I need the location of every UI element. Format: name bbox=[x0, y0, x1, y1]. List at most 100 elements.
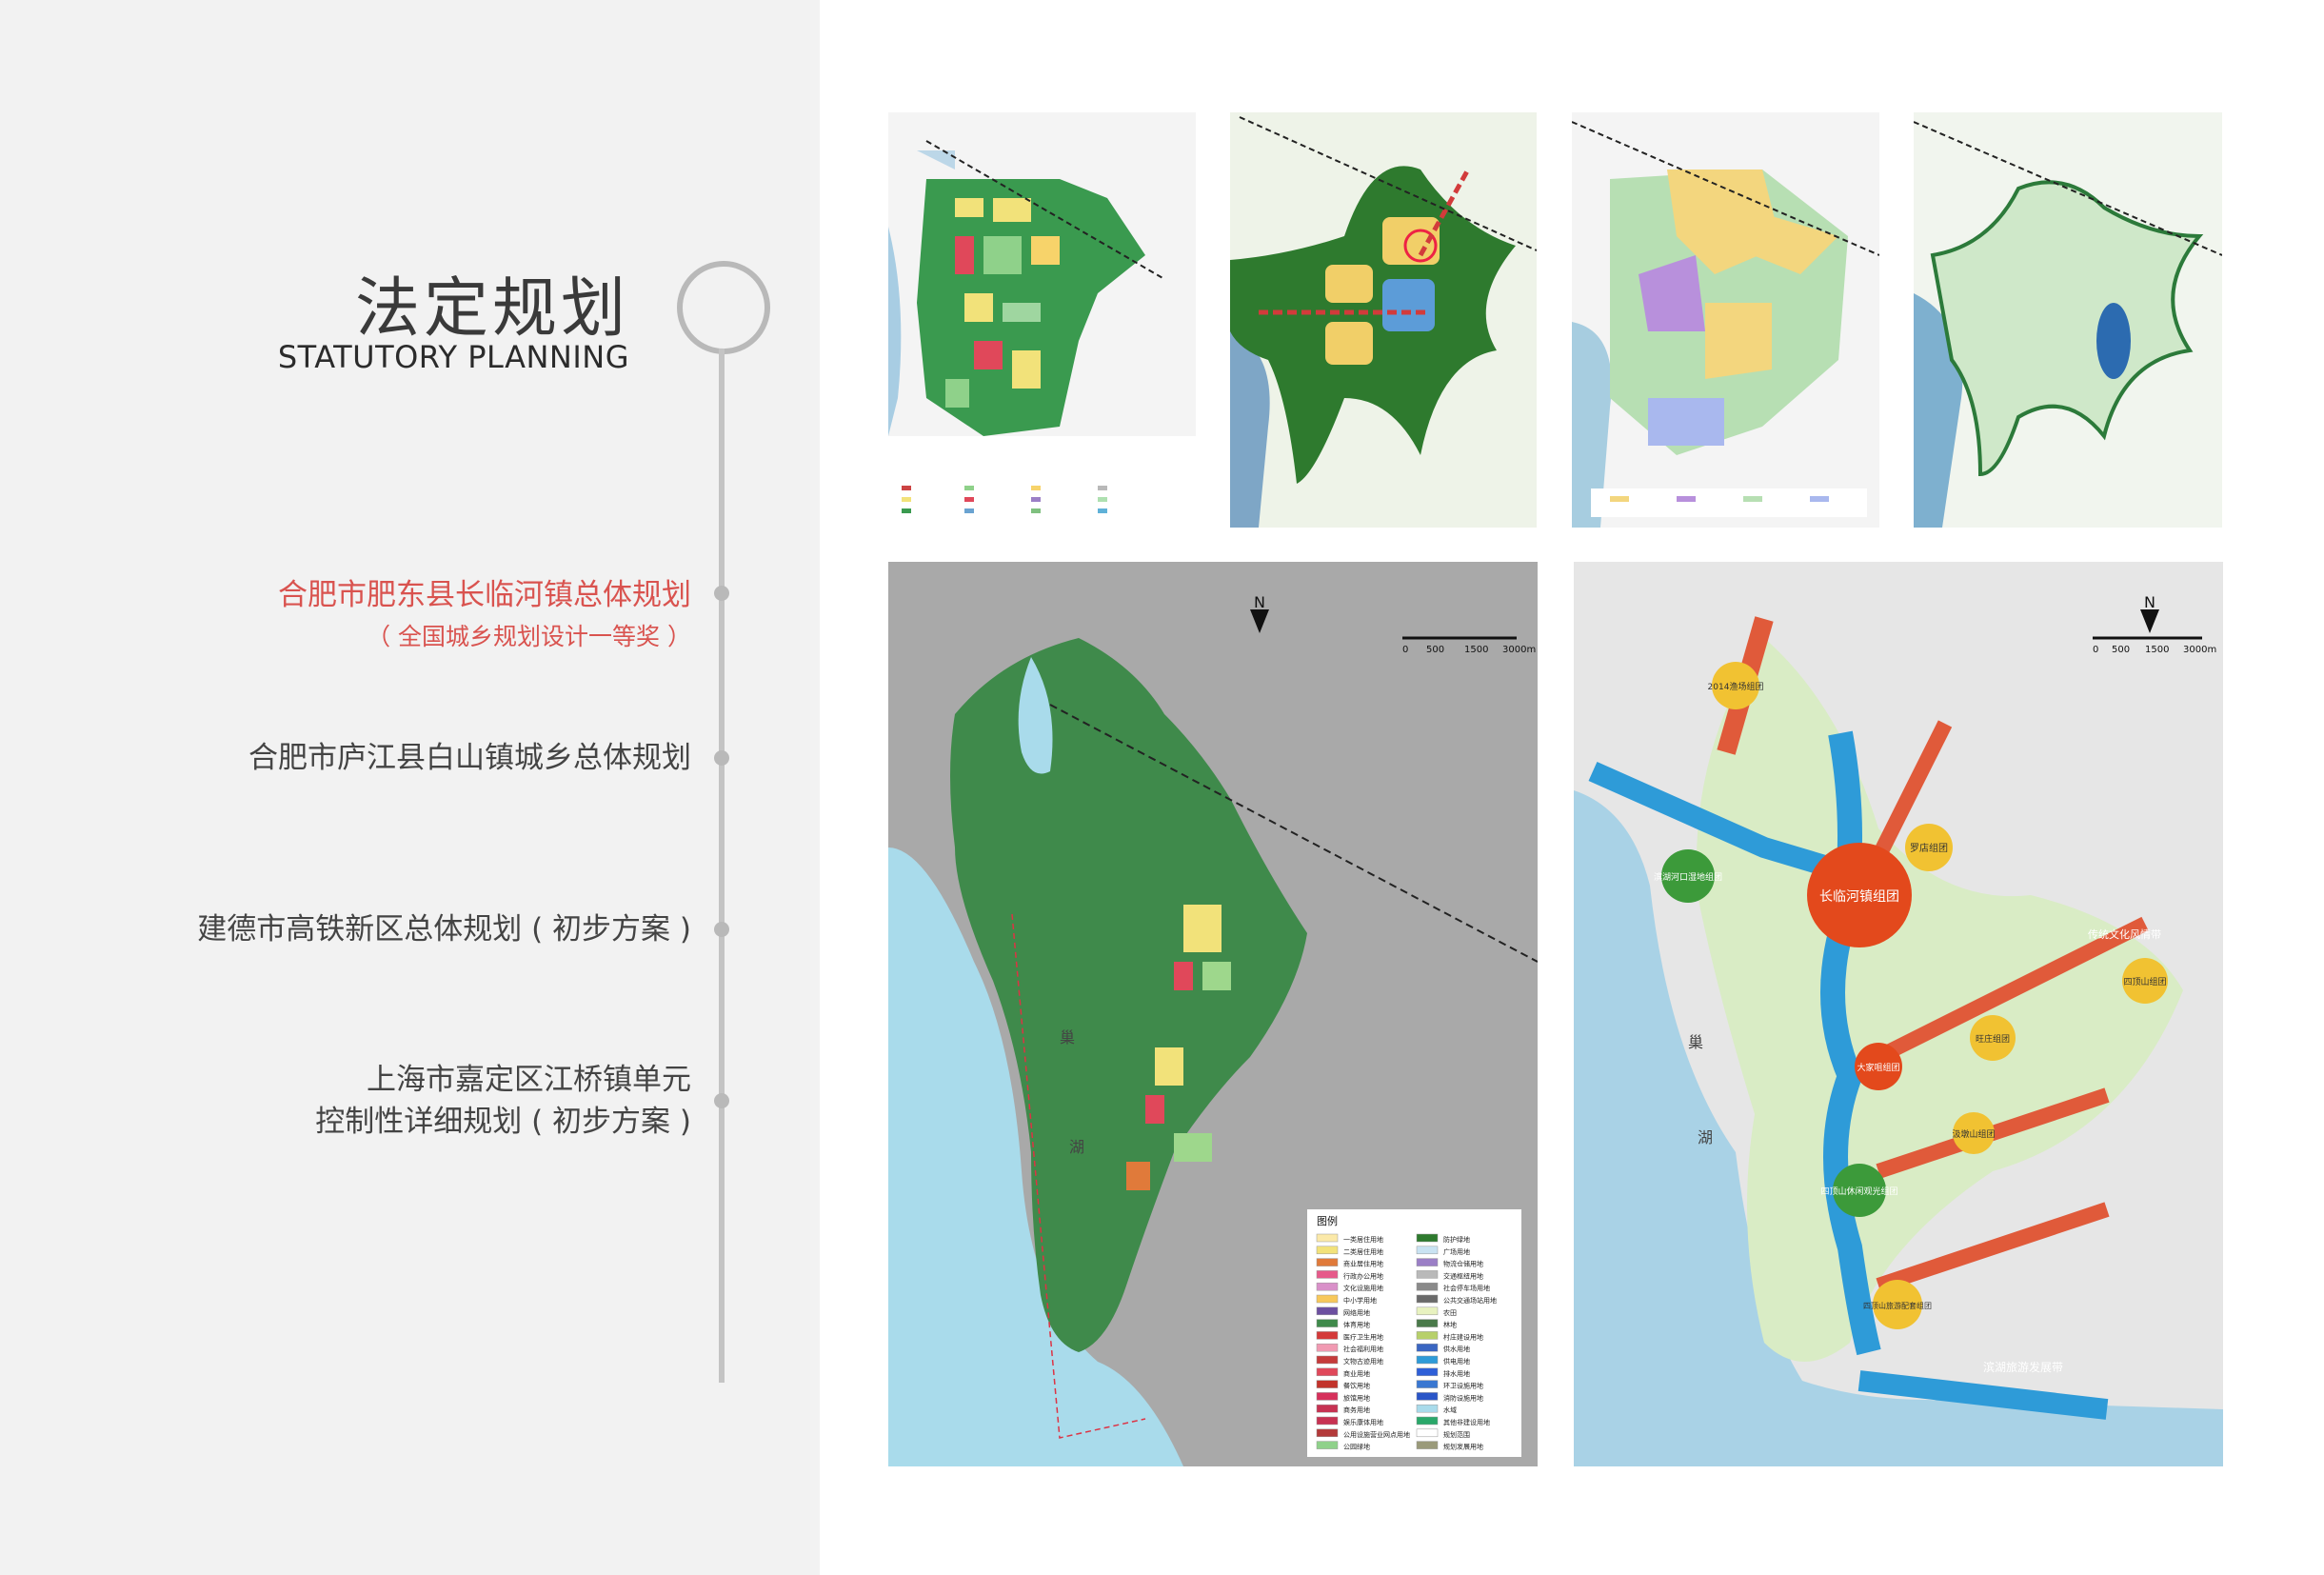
legend-label: 农田 bbox=[1443, 1308, 1457, 1317]
page-title: 法定规划 bbox=[354, 271, 629, 347]
legend-swatch bbox=[1316, 1380, 1339, 1388]
legend-label: 社会福利用地 bbox=[1343, 1345, 1383, 1353]
svg-text:四顶山旅游配套组团: 四顶山旅游配套组团 bbox=[1863, 1301, 1932, 1310]
lake-label: 巢 bbox=[1688, 1033, 1703, 1051]
legend-label: 村庄建设用地 bbox=[1443, 1332, 1483, 1341]
legend-swatch bbox=[1416, 1355, 1439, 1365]
legend-swatch bbox=[1316, 1392, 1339, 1401]
legend-label: 商务用地 bbox=[1343, 1406, 1370, 1414]
legend-label: 行政办公用地 bbox=[1343, 1271, 1383, 1280]
legend-swatch bbox=[1416, 1392, 1439, 1401]
legend-label: 旅馆用地 bbox=[1343, 1393, 1370, 1402]
legend-swatch bbox=[1416, 1343, 1439, 1352]
svg-text:0: 0 bbox=[1402, 645, 1408, 655]
legend-label: 社会停车场用地 bbox=[1443, 1284, 1490, 1292]
legend-label: 防护绿地 bbox=[1443, 1235, 1470, 1244]
thumbnail-land-use-map[interactable] bbox=[888, 112, 1196, 528]
legend-swatch bbox=[1316, 1416, 1339, 1425]
legend-title: 图例 bbox=[1317, 1214, 1338, 1227]
legend-swatch bbox=[1416, 1233, 1439, 1243]
legend-label: 中小学用地 bbox=[1343, 1296, 1377, 1305]
legend-swatch bbox=[1416, 1246, 1439, 1255]
legend-label: 规划范围 bbox=[1443, 1430, 1470, 1439]
legend-label: 消防设施用地 bbox=[1443, 1393, 1483, 1402]
legend-label: 交通枢纽用地 bbox=[1443, 1271, 1483, 1280]
page-subtitle: STATUTORY PLANNING bbox=[277, 339, 629, 375]
legend-swatch bbox=[1316, 1258, 1339, 1266]
lake-label: 湖 bbox=[1698, 1128, 1713, 1146]
svg-text:0: 0 bbox=[2093, 645, 2098, 655]
thumbnail-ecology-map[interactable] bbox=[1914, 112, 2222, 528]
svg-text:大家咀组团: 大家咀组团 bbox=[1857, 1062, 1899, 1073]
svg-text:1500: 1500 bbox=[1464, 645, 1488, 655]
cluster-label: 长临河镇组团 bbox=[1819, 889, 1899, 905]
svg-text:500: 500 bbox=[1426, 645, 1444, 655]
legend-label: 商业用地 bbox=[1343, 1369, 1370, 1378]
project-name-line1: 上海市嘉定区江桥镇单元 bbox=[367, 1063, 691, 1097]
legend-swatch bbox=[1416, 1416, 1439, 1425]
legend-label: 二类居住用地 bbox=[1343, 1247, 1383, 1256]
legend-swatch bbox=[1416, 1270, 1439, 1279]
project-name-line2: 控制性详细规划 ( 初步方案 ) bbox=[315, 1105, 691, 1139]
svg-text:3000m: 3000m bbox=[2183, 645, 2216, 655]
legend-label: 供水用地 bbox=[1443, 1345, 1470, 1353]
project-item-jiangqiao[interactable]: 上海市嘉定区江桥镇单元 控制性详细规划 ( 初步方案 ) bbox=[82, 1059, 691, 1143]
svg-text:2014渔场组团: 2014渔场组团 bbox=[1708, 681, 1764, 692]
spatial-structure-map[interactable]: 长临河镇组团 罗店组团 2014渔场组团 滨湖河口湿地组团 四顶山组团 旺庄组团… bbox=[1574, 562, 2223, 1466]
svg-text:旺庄组团: 旺庄组团 bbox=[1976, 1033, 2010, 1045]
legend-label: 排水用地 bbox=[1443, 1369, 1470, 1378]
legend-swatch bbox=[1316, 1233, 1339, 1243]
legend-right: 防护绿地广场用地物流仓储用地交通枢纽用地社会停车场用地公共交通场站用地农田林地村… bbox=[1416, 1233, 1497, 1451]
project-award-note: （ 全国城乡规划设计一等奖 ） bbox=[367, 623, 691, 650]
legend-swatch bbox=[1416, 1404, 1439, 1413]
legend-label: 网络用地 bbox=[1343, 1308, 1370, 1317]
legend-label: 医疗卫生用地 bbox=[1343, 1332, 1383, 1341]
legend-label: 物流仓储用地 bbox=[1443, 1260, 1483, 1268]
legend-label: 公园绿地 bbox=[1343, 1443, 1370, 1451]
legend-swatch bbox=[1316, 1306, 1339, 1316]
legend-swatch bbox=[1316, 1367, 1339, 1377]
legend-label: 规划发展用地 bbox=[1443, 1443, 1483, 1451]
timeline-line bbox=[719, 349, 725, 1383]
legend-left: 一类居住用地二类居住用地商业居住用地行政办公用地文化设施用地中小学用地网络用地体… bbox=[1316, 1233, 1410, 1451]
svg-text:滨湖旅游发展带: 滨湖旅游发展带 bbox=[1983, 1360, 2063, 1374]
legend-label: 公共交通场站用地 bbox=[1443, 1296, 1497, 1305]
legend-swatch bbox=[1416, 1380, 1439, 1388]
legend-swatch bbox=[1416, 1367, 1439, 1377]
legend-swatch bbox=[1416, 1319, 1439, 1327]
legend-swatch bbox=[1316, 1294, 1339, 1304]
legend-swatch bbox=[1416, 1294, 1439, 1304]
project-name: 合肥市庐江县白山镇城乡总体规划 bbox=[248, 741, 691, 775]
legend-label: 公用设施营业网点用地 bbox=[1343, 1430, 1410, 1439]
legend-swatch bbox=[1316, 1319, 1339, 1327]
legend-label: 商业居住用地 bbox=[1343, 1260, 1383, 1268]
svg-text:四顶山组团: 四顶山组团 bbox=[2123, 976, 2166, 987]
legend-swatch bbox=[1416, 1428, 1439, 1438]
legend-swatch bbox=[1316, 1270, 1339, 1279]
legend-label: 一类居住用地 bbox=[1343, 1235, 1383, 1244]
legend-label: 林地 bbox=[1443, 1321, 1457, 1329]
project-item-baishan[interactable]: 合肥市庐江县白山镇城乡总体规划 bbox=[82, 737, 691, 779]
legend-label: 餐饮用地 bbox=[1343, 1382, 1370, 1390]
thumbnail-structure-map[interactable] bbox=[1230, 112, 1537, 528]
legend-label: 体育用地 bbox=[1343, 1321, 1370, 1329]
lake-label: 湖 bbox=[1069, 1138, 1084, 1156]
legend-swatch bbox=[1316, 1343, 1339, 1352]
legend-swatch bbox=[1316, 1282, 1339, 1291]
thumbnail-zoning-map[interactable] bbox=[1572, 112, 1879, 528]
project-item-jiande[interactable]: 建德市高铁新区总体规划 ( 初步方案 ) bbox=[82, 908, 691, 950]
land-use-plan-map[interactable]: N 0 500 1500 3000m 巢 湖 图例 一类居住用地 二类居住用地 商业… bbox=[888, 562, 1538, 1466]
svg-text:滨湖河口湿地组团: 滨湖河口湿地组团 bbox=[1654, 871, 1722, 883]
timeline-ring-icon bbox=[677, 261, 770, 354]
svg-text:汲墩山组团: 汲墩山组团 bbox=[1952, 1128, 1995, 1140]
timeline-dot bbox=[714, 750, 729, 766]
north-arrow-icon: N bbox=[1254, 593, 1265, 611]
legend-label: 环卫设施用地 bbox=[1443, 1382, 1483, 1390]
project-item-changlinhe[interactable]: 合肥市肥东县长临河镇总体规划 （ 全国城乡规划设计一等奖 ） bbox=[82, 574, 691, 658]
legend-swatch bbox=[1416, 1441, 1439, 1449]
sidebar: 法定规划 STATUTORY PLANNING 合肥市肥东县长临河镇总体规划 （… bbox=[0, 0, 820, 1575]
lake-label: 巢 bbox=[1060, 1028, 1075, 1047]
svg-text:四顶山休闲观光组团: 四顶山休闲观光组团 bbox=[1820, 1186, 1897, 1197]
svg-text:罗店组团: 罗店组团 bbox=[1910, 842, 1948, 854]
legend-swatch bbox=[1416, 1258, 1439, 1266]
